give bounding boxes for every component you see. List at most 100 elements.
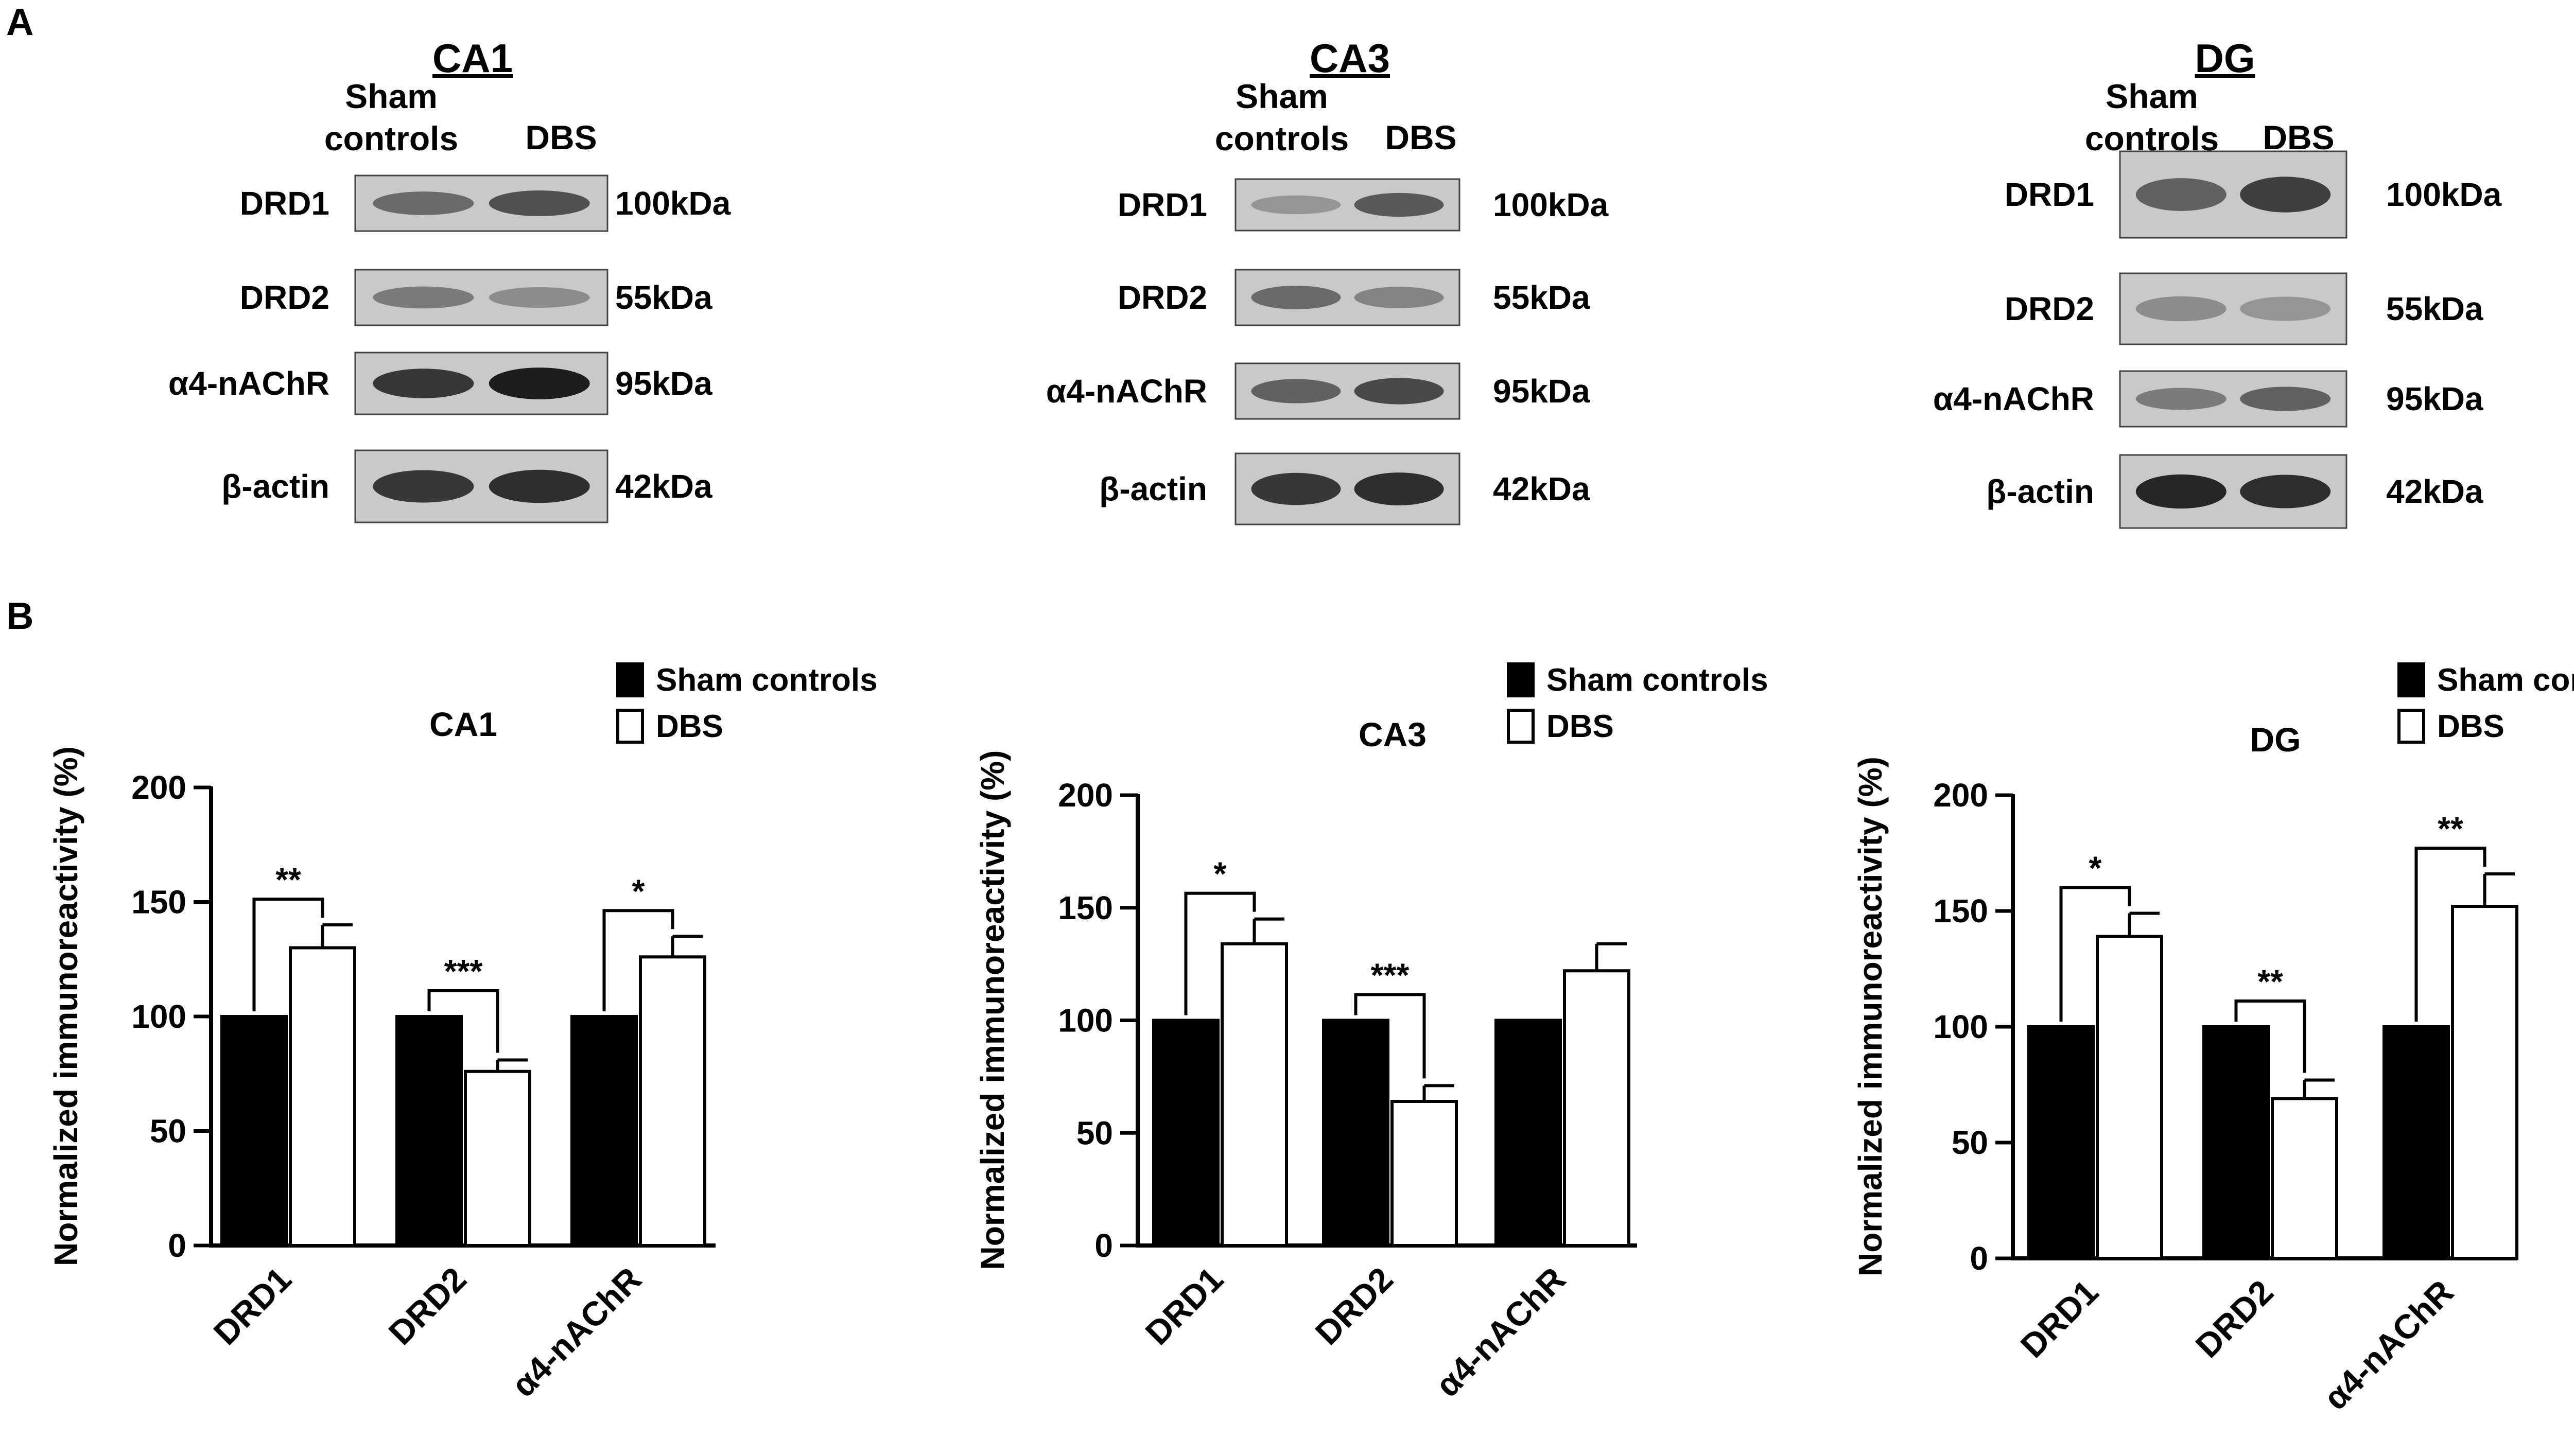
significance-bracket-drd1 bbox=[252, 898, 324, 1011]
legend-label-sham-controls: Sham controls bbox=[2437, 662, 2574, 698]
x-tick-label-drd1: DRD1 bbox=[206, 1260, 299, 1352]
blot-region-title: DG bbox=[2195, 36, 2255, 81]
blot-band bbox=[489, 469, 590, 503]
chart-title: CA1 bbox=[429, 705, 497, 743]
blot-band bbox=[1354, 287, 1444, 308]
blot-band bbox=[1354, 378, 1444, 405]
bar-sham-controls-4-nachr bbox=[570, 1015, 638, 1247]
chart-legend: Sham controls DBS bbox=[2397, 662, 2574, 744]
legend-swatch-sham-controls bbox=[2397, 662, 2425, 697]
y-tick-label: 150 bbox=[1933, 892, 1988, 929]
blot-band bbox=[1251, 379, 1341, 404]
significance-bracket-drd2 bbox=[427, 989, 499, 1053]
blot-row-drd1: DRD1 100kDa bbox=[2005, 150, 2502, 239]
blot-row-label: DRD2 bbox=[240, 279, 329, 316]
blot-band bbox=[1354, 472, 1444, 505]
blot-row-drd2: DRD2 55kDa bbox=[2005, 272, 2483, 345]
bar-dbs-4-nachr bbox=[1563, 969, 1630, 1247]
significance-label-4-nachr: ** bbox=[2438, 810, 2463, 847]
blot-region-title: CA1 bbox=[432, 36, 513, 81]
x-tick-label-drd2: DRD2 bbox=[2188, 1273, 2281, 1365]
blot-band bbox=[2240, 296, 2331, 321]
significance-label-drd1: * bbox=[1214, 855, 1227, 892]
significance-bracket-drd2 bbox=[1354, 993, 1426, 1079]
y-tick-label: 150 bbox=[1058, 889, 1113, 926]
y-tick-label: 50 bbox=[150, 1113, 186, 1150]
bar-sham-controls-drd1 bbox=[220, 1015, 288, 1247]
molecular-weight-label: 55kDa bbox=[615, 279, 712, 316]
blot-row-4-nachr: α4-nAChR 95kDa bbox=[168, 352, 712, 415]
lane-header-sham-controls: Sham controls bbox=[324, 77, 458, 157]
y-tick-label: 100 bbox=[1058, 1002, 1113, 1039]
molecular-weight-label: 100kDa bbox=[2386, 176, 2502, 213]
molecular-weight-label: 100kDa bbox=[1493, 186, 1609, 223]
panel-letter-b: B bbox=[6, 594, 33, 637]
blot-band bbox=[373, 191, 474, 215]
x-tick-label-drd2: DRD2 bbox=[1308, 1260, 1400, 1352]
y-tick-label: 0 bbox=[1094, 1227, 1113, 1264]
chart-title: DG bbox=[2250, 721, 2301, 759]
blot-band bbox=[1251, 195, 1341, 215]
blot-row-drd2: DRD2 55kDa bbox=[240, 269, 712, 326]
bar-dbs-drd2 bbox=[464, 1069, 531, 1248]
blot-row-label: β-actin bbox=[1099, 470, 1207, 507]
blot-band bbox=[373, 369, 474, 398]
significance-label-drd2: ** bbox=[2257, 963, 2283, 1000]
legend-label-dbs: DBS bbox=[656, 709, 723, 744]
blot-row-drd1: DRD1 100kDa bbox=[1118, 178, 1609, 232]
molecular-weight-label: 95kDa bbox=[615, 365, 712, 402]
molecular-weight-label: 95kDa bbox=[2386, 380, 2483, 417]
chart-legend: Sham controls DBS bbox=[616, 662, 878, 744]
lane-header-dbs: DBS bbox=[1385, 118, 1456, 156]
blot-row-drd2: DRD2 55kDa bbox=[1118, 269, 1590, 326]
legend-label-sham-controls: Sham controls bbox=[656, 662, 878, 698]
y-axis-label: Normalized immunoreactivity (%) bbox=[47, 746, 84, 1266]
bar-dbs-drd1 bbox=[289, 946, 356, 1247]
lane-header-sham-controls: Sham controls bbox=[1215, 77, 1349, 157]
bar-sham-controls-4-nachr bbox=[1494, 1019, 1562, 1247]
blot-band bbox=[1251, 286, 1341, 309]
blot-row-label: α4-nAChR bbox=[1046, 373, 1207, 410]
blot-row-label: DRD1 bbox=[2005, 176, 2094, 213]
blot-row-label: DRD2 bbox=[1118, 279, 1207, 316]
legend-swatch-dbs bbox=[2397, 709, 2425, 744]
blot-row-4-nachr: α4-nAChR 95kDa bbox=[1933, 370, 2483, 428]
significance-bracket-drd1 bbox=[2059, 886, 2131, 1022]
blot-row-actin: β-actin 42kDa bbox=[1986, 454, 2483, 529]
significance-label-drd2: *** bbox=[444, 953, 483, 990]
legend-label-sham-controls: Sham controls bbox=[1546, 662, 1768, 698]
significance-label-drd2: *** bbox=[1371, 957, 1410, 994]
blot-band bbox=[2135, 178, 2227, 211]
blot-band bbox=[373, 470, 474, 503]
chart-ca3: CA3 Normalized immunoreactivity (%) 0 50 100… bbox=[974, 662, 1768, 1404]
blot-row-label: DRD1 bbox=[1118, 186, 1207, 223]
x-tick-label-4-nachr: α4-nAChR bbox=[504, 1260, 649, 1405]
legend-label-dbs: DBS bbox=[2437, 709, 2505, 744]
lane-header-sham-controls: Sham controls bbox=[2085, 77, 2219, 157]
y-tick-label: 0 bbox=[168, 1227, 186, 1264]
y-axis-label: Normalized immunoreactivity (%) bbox=[974, 750, 1011, 1270]
legend-swatch-sham-controls bbox=[1507, 662, 1535, 697]
molecular-weight-label: 42kDa bbox=[1493, 470, 1590, 507]
blot-band bbox=[2135, 474, 2227, 509]
y-tick-label: 100 bbox=[1933, 1008, 1988, 1045]
y-tick-label: 200 bbox=[1933, 777, 1988, 814]
x-tick-label-drd1: DRD1 bbox=[2013, 1273, 2106, 1365]
significance-label-drd1: ** bbox=[275, 861, 301, 898]
significance-label-drd1: * bbox=[2089, 850, 2102, 887]
bar-sham-controls-4-nachr bbox=[2382, 1025, 2450, 1260]
bar-dbs-drd1 bbox=[2096, 935, 2163, 1260]
y-tick-label: 50 bbox=[1952, 1124, 1988, 1161]
blot-band bbox=[1354, 192, 1444, 217]
y-axis-label: Normalized immunoreactivity (%) bbox=[1852, 757, 1889, 1276]
lane-header-dbs: DBS bbox=[525, 118, 597, 156]
chart-title: CA3 bbox=[1359, 715, 1427, 753]
blot-row-4-nachr: α4-nAChR 95kDa bbox=[1046, 362, 1590, 420]
blot-band bbox=[489, 190, 590, 216]
blot-row-label: β-actin bbox=[1986, 473, 2094, 510]
